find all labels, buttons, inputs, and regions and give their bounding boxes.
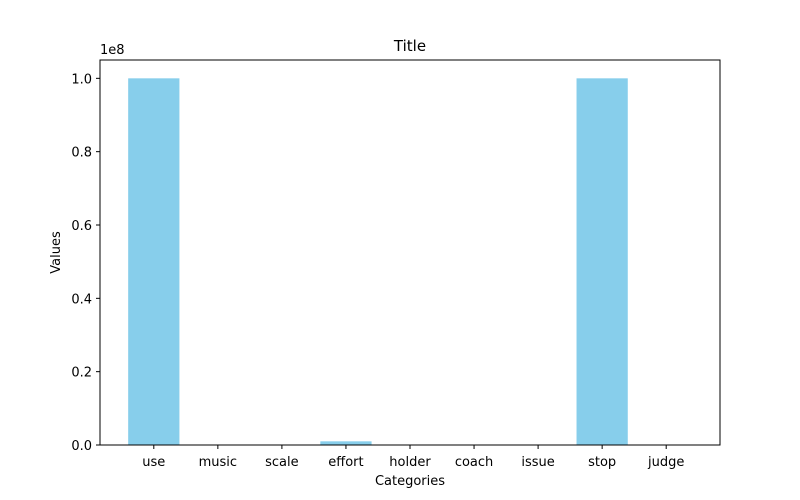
bars-group — [128, 78, 628, 445]
y-tick-label-4: 0.8 — [71, 146, 92, 161]
x-tick-label-use: use — [142, 455, 165, 470]
x-tick-label-holder: holder — [389, 455, 431, 470]
y-tick-label-1: 0.2 — [71, 366, 92, 381]
x-tick-label-music: music — [199, 455, 237, 470]
y-tick-label-3: 0.6 — [71, 219, 92, 234]
x-tick-label-judge: judge — [647, 455, 684, 470]
plot-frame — [99, 59, 721, 446]
x-tick-label-coach: coach — [455, 455, 493, 470]
x-axis-label: Categories — [375, 474, 445, 489]
y-axis-ticks: 0.0 0.2 0.4 0.6 0.8 1.0 — [71, 72, 100, 454]
y-axis-label: Values — [49, 231, 64, 274]
x-axis-ticks: use music scale effort holder coach issue stop j… — [142, 445, 684, 470]
y-tick-label-0: 0.0 — [71, 439, 92, 454]
x-tick-label-effort: effort — [328, 455, 363, 470]
x-tick-label-issue: issue — [521, 455, 554, 470]
y-tick-label-5: 1.0 — [71, 72, 92, 87]
x-tick-label-scale: scale — [265, 455, 299, 470]
chart-title: Title — [393, 37, 426, 55]
bar-stop — [576, 78, 628, 445]
bar-use — [128, 78, 180, 445]
x-tick-label-stop: stop — [588, 455, 616, 470]
y-tick-label-2: 0.4 — [71, 292, 92, 307]
bar-effort — [320, 441, 372, 445]
y-offset-label: 1e8 — [100, 43, 125, 58]
